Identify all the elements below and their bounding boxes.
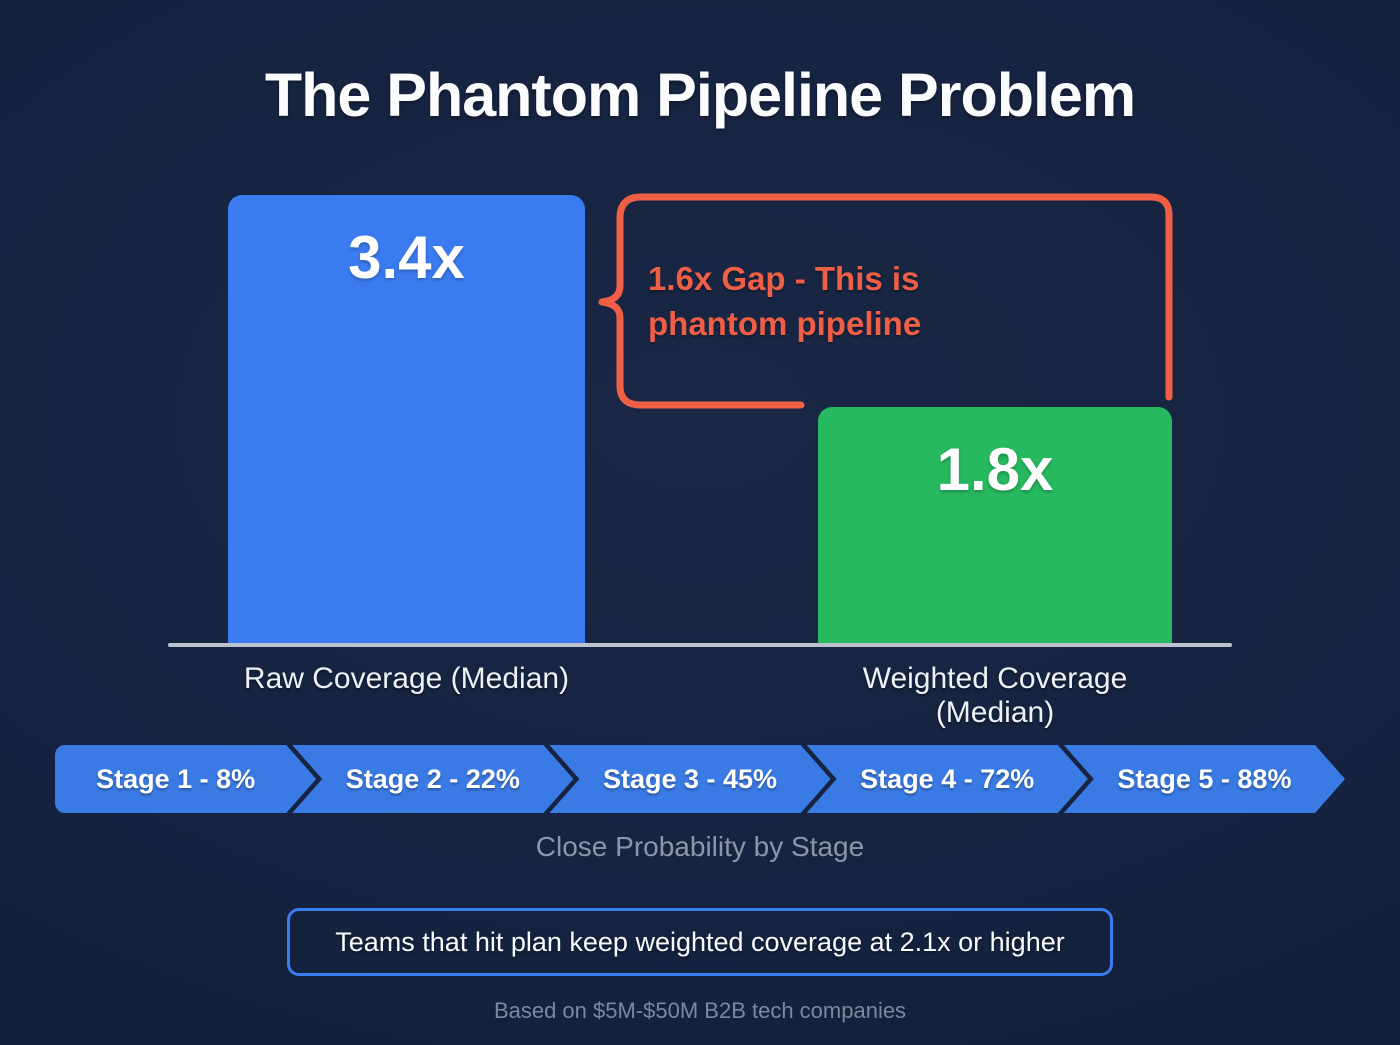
bar-weighted-coverage: 1.8x — [818, 407, 1172, 645]
stage-caption: Close Probability by Stage — [535, 831, 865, 862]
footnote: Based on $5M-$50M B2B tech companies — [493, 998, 907, 1023]
bar-value-raw: 3.4x — [348, 224, 465, 291]
callout-box: Teams that hit plan keep weighted covera… — [287, 908, 1113, 976]
stage-chip-1: Stage 1 - 8% — [55, 745, 316, 813]
stage-chip-5-label: Stage 5 - 88% — [1117, 763, 1292, 794]
gap-annotation-text: 1.6x Gap - This is phantom pipeline — [648, 256, 921, 346]
callout-text: Teams that hit plan keep weighted covera… — [335, 926, 1065, 957]
stage-funnel: Stage 1 - 8% Stage 2 - 22% Stage 3 - 45%… — [55, 745, 1345, 813]
stage-chip-5: Stage 5 - 88% — [1064, 745, 1345, 813]
bracket-top-right-line — [637, 193, 1173, 401]
x-axis-line — [168, 643, 1232, 647]
gap-bracket-icon — [598, 193, 1173, 409]
stage-chip-2-label: Stage 2 - 22% — [345, 763, 520, 794]
stage-chip-4: Stage 4 - 72% — [807, 745, 1088, 813]
stage-chip-1-label: Stage 1 - 8% — [96, 763, 256, 794]
stage-chip-3: Stage 3 - 45% — [549, 745, 830, 813]
stage-chip-4-label: Stage 4 - 72% — [860, 763, 1035, 794]
gap-annotation-line1: 1.6x Gap - This is — [648, 260, 920, 297]
category-label-weighted: Weighted Coverage (Median) — [862, 662, 1128, 729]
page-title: The Phantom Pipeline Problem — [264, 61, 1136, 129]
curly-brace-icon — [598, 193, 645, 409]
category-label-raw: Raw Coverage (Median) — [243, 662, 570, 695]
stage-chip-2: Stage 2 - 22% — [292, 745, 573, 813]
gap-annotation-line2: phantom pipeline — [648, 305, 922, 342]
bar-raw-coverage: 3.4x — [228, 195, 585, 645]
stage-chip-3-label: Stage 3 - 45% — [602, 763, 778, 794]
bar-value-weighted: 1.8x — [936, 436, 1054, 503]
